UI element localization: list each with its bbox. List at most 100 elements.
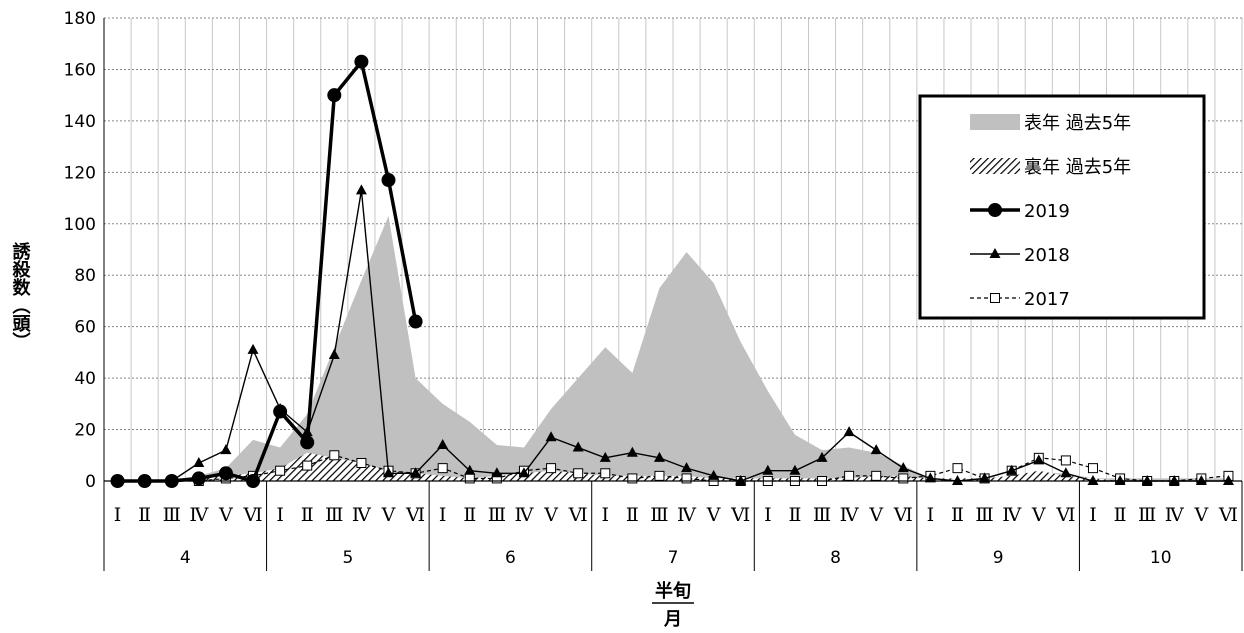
x-axis-title-pentad: 半旬 bbox=[655, 580, 691, 602]
pentad-tick-label: Ⅴ bbox=[1031, 504, 1046, 526]
month-tick-label: 4 bbox=[180, 548, 191, 568]
data-point-2019 bbox=[191, 471, 206, 486]
data-point-2018 bbox=[355, 184, 367, 195]
data-point-2018 bbox=[762, 464, 774, 475]
data-point-2018 bbox=[870, 444, 882, 455]
legend-label: 2018 bbox=[1024, 245, 1070, 266]
legend-marker-2018 bbox=[989, 248, 1001, 258]
pentad-tick-label: Ⅴ bbox=[1193, 504, 1208, 526]
y-tick-label: 0 bbox=[85, 472, 96, 492]
legend-marker-2019 bbox=[988, 203, 1002, 217]
data-point-2018 bbox=[518, 467, 530, 478]
legend-box bbox=[918, 94, 1206, 320]
data-point-2019 bbox=[354, 54, 369, 69]
y-axis-title: 誘殺数（頭） bbox=[10, 241, 32, 350]
data-point-2017 bbox=[329, 450, 340, 461]
data-point-2018 bbox=[328, 348, 340, 359]
data-point-2018 bbox=[1168, 475, 1180, 485]
data-point-2018 bbox=[247, 343, 259, 354]
legend-swatch-omote bbox=[970, 114, 1020, 130]
data-point-2018 bbox=[464, 464, 476, 475]
pentad-tick-label: Ⅲ bbox=[163, 504, 181, 526]
pentad-tick-label: Ⅲ bbox=[813, 504, 831, 526]
pentad-tick-label: Ⅱ bbox=[1114, 504, 1127, 526]
data-point-2018 bbox=[193, 456, 205, 467]
pentad-tick-label: Ⅰ bbox=[114, 504, 122, 526]
month-tick-label: 5 bbox=[342, 548, 353, 568]
data-point-2018 bbox=[653, 451, 665, 462]
data-point-2018 bbox=[897, 462, 909, 473]
y-tick-label: 40 bbox=[74, 369, 96, 389]
pentad-tick-label: Ⅳ bbox=[189, 504, 209, 526]
pentad-tick-label: Ⅱ bbox=[626, 504, 639, 526]
pentad-tick-label: Ⅵ bbox=[242, 504, 262, 526]
pentad-tick-label: Ⅴ bbox=[381, 504, 396, 526]
pentad-tick-label: Ⅱ bbox=[301, 504, 314, 526]
pentad-tick-label: Ⅵ bbox=[730, 504, 750, 526]
pentad-tick-label: Ⅰ bbox=[602, 504, 610, 526]
pentad-tick-label: Ⅴ bbox=[868, 504, 883, 526]
data-point-2018 bbox=[545, 431, 557, 442]
data-point-2017 bbox=[952, 463, 963, 474]
legend-label: 裏年 過去5年 bbox=[1024, 157, 1131, 178]
pentad-tick-label: Ⅰ bbox=[927, 504, 935, 526]
data-point-2019 bbox=[327, 88, 342, 103]
pentad-tick-label: Ⅵ bbox=[893, 504, 913, 526]
data-point-2017 bbox=[573, 468, 584, 479]
data-point-2017 bbox=[844, 470, 855, 481]
pentad-tick-label: Ⅰ bbox=[1089, 504, 1097, 526]
legend-label: 表年 過去5年 bbox=[1024, 113, 1131, 134]
y-tick-label: 180 bbox=[64, 9, 96, 29]
data-point-2017 bbox=[654, 470, 665, 481]
data-point-2018 bbox=[681, 462, 693, 473]
month-tick-label: 10 bbox=[1150, 548, 1172, 568]
data-point-2018 bbox=[383, 467, 394, 478]
y-tick-label: 140 bbox=[64, 112, 96, 132]
data-point-2018 bbox=[437, 438, 449, 449]
y-tick-label: 80 bbox=[74, 266, 96, 286]
data-point-2018 bbox=[708, 469, 720, 480]
data-point-2018 bbox=[220, 444, 232, 455]
data-point-2018 bbox=[924, 472, 936, 483]
pentad-tick-label: Ⅱ bbox=[138, 504, 151, 526]
data-point-2018 bbox=[735, 475, 747, 485]
data-point-2017 bbox=[871, 470, 882, 481]
pentad-tick-label: Ⅰ bbox=[276, 504, 284, 526]
legend-swatch-ura bbox=[970, 158, 1020, 174]
data-point-2017 bbox=[437, 463, 448, 474]
pentad-tick-label: Ⅱ bbox=[951, 504, 964, 526]
pentad-tick-label: Ⅲ bbox=[975, 504, 993, 526]
data-point-2017 bbox=[1087, 463, 1098, 474]
data-point-2018 bbox=[1033, 454, 1045, 465]
pentad-tick-label: Ⅲ bbox=[650, 504, 668, 526]
pentad-tick-label: Ⅵ bbox=[1055, 504, 1075, 526]
pentad-tick-label: Ⅵ bbox=[405, 504, 425, 526]
data-point-2018 bbox=[491, 467, 503, 478]
pentad-tick-label: Ⅲ bbox=[1138, 504, 1156, 526]
data-point-2019 bbox=[381, 173, 396, 188]
pentad-tick-label: Ⅳ bbox=[352, 504, 372, 526]
data-point-2017 bbox=[356, 457, 367, 468]
pentad-tick-label: Ⅳ bbox=[514, 504, 534, 526]
pentad-tick-label: Ⅴ bbox=[706, 504, 721, 526]
pentad-tick-label: Ⅴ bbox=[543, 504, 558, 526]
pentad-tick-label: Ⅳ bbox=[677, 504, 697, 526]
pentad-tick-label: Ⅴ bbox=[218, 504, 233, 526]
data-point-2017 bbox=[1060, 455, 1071, 466]
data-point-2018 bbox=[1087, 475, 1099, 485]
pentad-tick-label: Ⅱ bbox=[463, 504, 476, 526]
pentad-tick-label: Ⅰ bbox=[764, 504, 772, 526]
pentad-tick-label: Ⅳ bbox=[840, 504, 860, 526]
area-series-omote bbox=[117, 216, 1229, 482]
series-line-2018 bbox=[117, 189, 1229, 482]
x-axis-title-month: 月 bbox=[663, 609, 682, 630]
pentad-tick-label: Ⅳ bbox=[1165, 504, 1185, 526]
legend-label: 2017 bbox=[1024, 289, 1070, 310]
data-point-2018 bbox=[1195, 475, 1207, 485]
data-point-2018 bbox=[599, 451, 611, 462]
data-point-2017 bbox=[302, 460, 313, 471]
data-point-2018 bbox=[843, 426, 855, 437]
data-point-2018 bbox=[410, 467, 422, 478]
